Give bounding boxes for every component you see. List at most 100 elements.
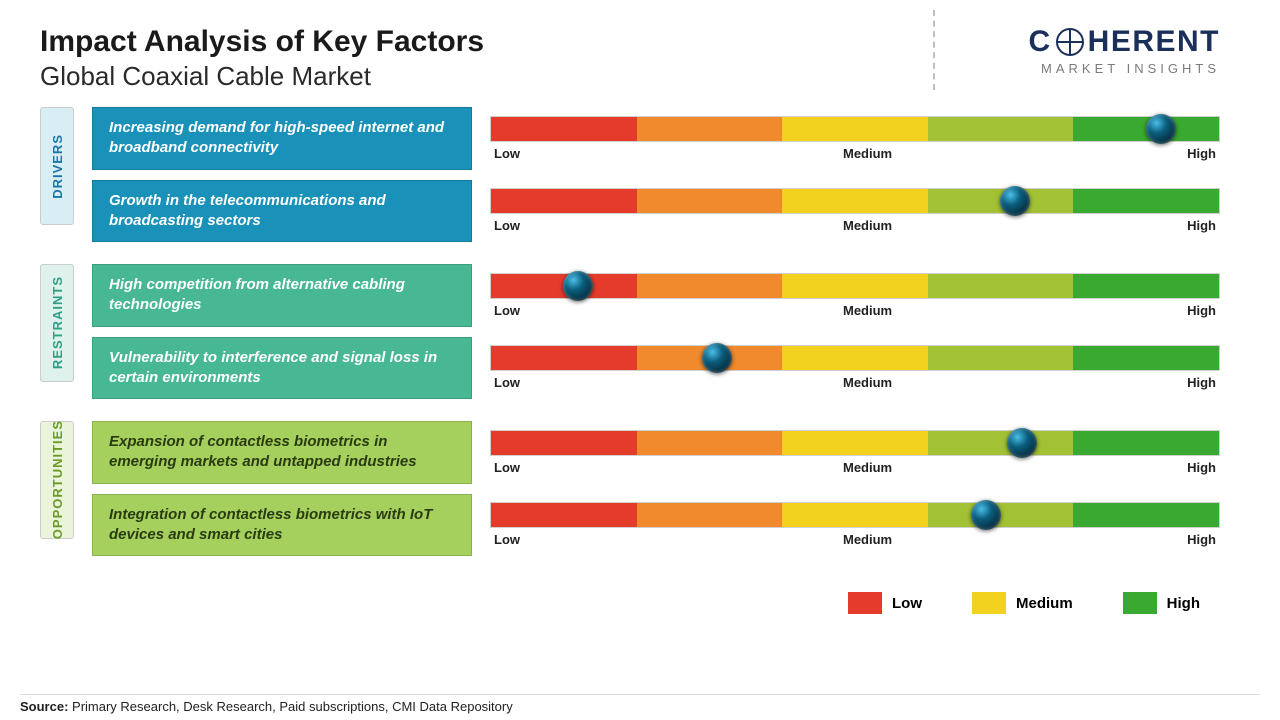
gauge-segment bbox=[928, 274, 1074, 298]
legend-label: High bbox=[1167, 595, 1200, 612]
legend-swatch bbox=[972, 592, 1006, 614]
gauge-segment bbox=[782, 431, 928, 455]
scale-low: Low bbox=[494, 532, 520, 547]
gauge-segment bbox=[1073, 503, 1219, 527]
gauge-segment bbox=[491, 346, 637, 370]
gauge-segment bbox=[928, 346, 1074, 370]
brand-logo: C HERENT MARKET INSIGHTS bbox=[1028, 25, 1220, 76]
source-prefix: Source: bbox=[20, 699, 68, 714]
gauge-scale-labels: LowMediumHigh bbox=[490, 218, 1220, 233]
gauge-knob bbox=[1146, 114, 1176, 144]
category-label: DRIVERS bbox=[50, 134, 65, 199]
gauge-segment bbox=[782, 117, 928, 141]
factor-row: DRIVERSIncreasing demand for high-speed … bbox=[40, 107, 1220, 170]
scale-high: High bbox=[1187, 375, 1216, 390]
scale-low: Low bbox=[494, 375, 520, 390]
gauge-segment bbox=[491, 503, 637, 527]
legend-label: Low bbox=[892, 595, 922, 612]
title-block: Impact Analysis of Key Factors Global Co… bbox=[40, 25, 1028, 92]
logo-brand-text: C HERENT bbox=[1028, 25, 1220, 59]
gauge-knob bbox=[971, 500, 1001, 530]
gauge-segment bbox=[637, 274, 783, 298]
gauge-scale-labels: Low Medium High bbox=[490, 303, 1220, 318]
gauge-segment bbox=[637, 189, 783, 213]
scale-high: High bbox=[1187, 460, 1216, 475]
scale-medium: Medium bbox=[843, 460, 892, 475]
logo-pre: C bbox=[1028, 25, 1051, 59]
legend-swatch bbox=[1123, 592, 1157, 614]
gauge-segment bbox=[1073, 431, 1219, 455]
factor-row: Vulnerability to interference and signal… bbox=[40, 337, 1220, 400]
factor-box: High competition from alternative cablin… bbox=[92, 264, 472, 327]
factor-box: Vulnerability to interference and signal… bbox=[92, 337, 472, 400]
impact-gauge: Low Medium High bbox=[490, 107, 1220, 170]
gauge-scale-labels: Low Medium High bbox=[490, 375, 1220, 390]
legend-label: Medium bbox=[1016, 595, 1073, 612]
gauge-bar bbox=[490, 345, 1220, 371]
divider bbox=[933, 10, 935, 90]
gauge-scale-labels: LowMediumHigh bbox=[490, 460, 1220, 475]
gauge-segment bbox=[491, 117, 637, 141]
gauge-knob bbox=[1000, 186, 1030, 216]
gauge-segment bbox=[928, 431, 1074, 455]
gauge-bar bbox=[490, 430, 1220, 456]
gauge-knob bbox=[1007, 428, 1037, 458]
factor-box: Growth in the telecommunications and bro… bbox=[92, 180, 472, 243]
gauge-segment bbox=[928, 117, 1074, 141]
scale-medium: Medium bbox=[843, 532, 892, 547]
factor-row: RESTRAINTSHigh competition from alternat… bbox=[40, 264, 1220, 327]
scale-low: Low bbox=[494, 303, 520, 318]
gauge-bar bbox=[490, 502, 1220, 528]
impact-gauge: Low Medium High bbox=[490, 337, 1220, 400]
scale-medium: Medium bbox=[843, 303, 892, 318]
gauge-segment bbox=[491, 431, 637, 455]
gauge-bar bbox=[490, 188, 1220, 214]
scale-medium: Medium bbox=[843, 146, 892, 161]
legend-item: High bbox=[1123, 592, 1200, 614]
impact-gauge: LowMediumHigh bbox=[490, 494, 1220, 557]
factor-box: Expansion of contactless biometrics in e… bbox=[92, 421, 472, 484]
scale-high: High bbox=[1187, 218, 1216, 233]
impact-gauge: Low Medium High bbox=[490, 264, 1220, 327]
factor-row: OPPORTUNITIESExpansion of contactless bi… bbox=[40, 421, 1220, 484]
logo-post: HERENT bbox=[1088, 25, 1220, 59]
factor-box: Integration of contactless biometrics wi… bbox=[92, 494, 472, 557]
gauge-segment bbox=[637, 503, 783, 527]
category-tab: RESTRAINTS bbox=[40, 264, 74, 382]
legend-item: Low bbox=[848, 592, 922, 614]
gauge-segment bbox=[491, 189, 637, 213]
factor-row: Growth in the telecommunications and bro… bbox=[40, 180, 1220, 243]
legend-item: Medium bbox=[972, 592, 1073, 614]
scale-high: High bbox=[1187, 146, 1216, 161]
gauge-scale-labels: Low Medium High bbox=[490, 146, 1220, 161]
page-title: Impact Analysis of Key Factors bbox=[40, 25, 1028, 59]
gauge-knob bbox=[563, 271, 593, 301]
factor-row: Integration of contactless biometrics wi… bbox=[40, 494, 1220, 557]
scale-medium: Medium bbox=[843, 375, 892, 390]
gauge-bar bbox=[490, 116, 1220, 142]
category-tab: OPPORTUNITIES bbox=[40, 421, 74, 539]
scale-low: Low bbox=[494, 146, 520, 161]
category-label: RESTRAINTS bbox=[50, 276, 65, 369]
scale-high: High bbox=[1187, 303, 1216, 318]
scale-medium: Medium bbox=[843, 218, 892, 233]
gauge-segment bbox=[1073, 346, 1219, 370]
gauge-scale-labels: LowMediumHigh bbox=[490, 532, 1220, 547]
factor-box: Increasing demand for high-speed interne… bbox=[92, 107, 472, 170]
impact-gauge: LowMediumHigh bbox=[490, 421, 1220, 484]
impact-gauge: LowMediumHigh bbox=[490, 180, 1220, 243]
gauge-segment bbox=[637, 117, 783, 141]
gauge-segment bbox=[1073, 274, 1219, 298]
logo-tagline: MARKET INSIGHTS bbox=[1028, 61, 1220, 76]
category-tab: DRIVERS bbox=[40, 107, 74, 225]
category-spacer bbox=[40, 566, 1220, 578]
globe-icon bbox=[1056, 28, 1084, 56]
header: Impact Analysis of Key Factors Global Co… bbox=[0, 0, 1280, 102]
category-spacer bbox=[40, 409, 1220, 421]
category-spacer bbox=[40, 252, 1220, 264]
category-label: OPPORTUNITIES bbox=[50, 420, 65, 539]
gauge-segment bbox=[1073, 189, 1219, 213]
source-footer: Source: Primary Research, Desk Research,… bbox=[20, 694, 1260, 714]
gauge-knob bbox=[702, 343, 732, 373]
page-subtitle: Global Coaxial Cable Market bbox=[40, 61, 1028, 92]
